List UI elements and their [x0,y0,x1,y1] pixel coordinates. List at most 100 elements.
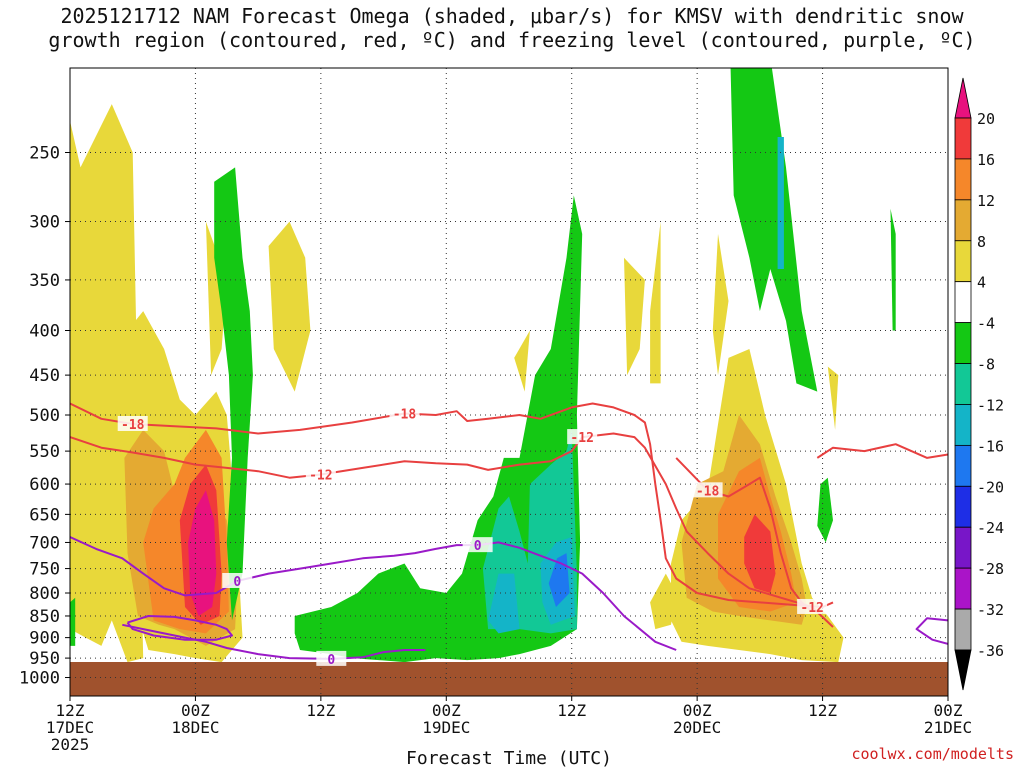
y-tick-label-300: 300 [29,213,60,233]
contour-label-bg [117,415,148,431]
contour-label-freezing-level-1: 0 [474,539,482,554]
omega-region-7 [712,234,729,376]
colorbar-bin-10 [954,485,972,528]
x-tick-label-84-1: 21DEC [924,718,972,737]
y-tick-label-400: 400 [29,322,60,342]
y-tick-label-750: 750 [29,560,60,580]
omega-region-20 [730,68,818,392]
colorbar-bin-6 [954,322,972,364]
omega-region-2 [268,221,311,392]
colorbar-bin-bottom [954,649,972,691]
omega-region-3 [205,221,227,376]
contour-label-bg [305,466,336,482]
plot-frame [69,67,949,697]
x-tick-label-12-1: 18DEC [171,718,219,737]
colorbar-label-10: -24 [977,519,1004,537]
y-tick-label-350: 350 [29,271,60,291]
y-tick-label-850: 850 [29,607,60,627]
omega-region-22 [890,208,896,331]
colorbar-bin-11 [954,526,972,569]
omega-region-8 [650,573,677,630]
colorbar-label-1: 16 [977,151,995,169]
colorbar-bin-9 [954,444,972,487]
colorbar-label-13: -36 [977,642,1004,660]
colorbar-bin-4 [954,240,972,283]
contour-label-dgz-minus-18-b-0: -18 [696,484,720,499]
contour-label-bg [316,650,347,666]
omega-region-0 [70,104,144,663]
omega-region-28 [548,553,570,607]
contour-label-dgz-minus-12-1: -12 [570,431,593,446]
contour-dgz-minus-18 [70,402,834,608]
y-tick-label-700: 700 [29,533,60,553]
colorbar-label-9: -20 [977,478,1004,496]
colorbar-label-11: -28 [977,560,1004,578]
contour-freezing-level-lower [122,623,426,660]
colorbar-label-3: 8 [977,233,986,251]
x-tick-label-0-2: 2025 [51,735,90,754]
y-tick-label-500: 500 [29,406,60,426]
contour-label-bg [222,572,253,588]
colorbar-label-6: -8 [977,356,995,374]
omega-region-25 [488,573,520,634]
x-tick-label-36-1: 19DEC [422,718,470,737]
colorbar-label-5: -4 [977,315,995,333]
x-axis-title: Forecast Time (UTC) [406,748,612,768]
omega-region-23 [70,597,76,646]
contour-label-bg [389,405,420,421]
chart-title: 2025121712 NAM Forecast Omega (shaded, μ… [0,4,1024,52]
y-tick-label-950: 950 [29,649,60,669]
omega-region-17 [188,490,217,616]
ground-surface [70,662,948,696]
colorbar-bin-1 [954,117,972,160]
x-tick-label-60-0: 00Z [683,701,712,720]
pressure-axis: 2503003504004505005506006507007508008509… [19,144,70,689]
colorbar-bin-3 [954,199,972,242]
x-tick-label-0-0: 12Z [56,701,85,720]
colorbar-label-0: 20 [977,110,995,128]
chart-title-line-1: 2025121712 NAM Forecast Omega (shaded, μ… [60,4,964,28]
x-tick-label-12-0: 00Z [181,701,210,720]
y-tick-label-450: 450 [29,366,60,386]
omega-region-4 [514,330,530,392]
contour-dgz-minus-12-b [816,443,948,459]
omega-colorbar: 20 16 12 8 4 -4 -8 -12 -16 -20 -24 -28 -32 -36 [954,77,1004,691]
colorbar-bin-7 [954,363,972,405]
contour-label-dgz-minus-18-0: -18 [121,418,145,433]
contour-label-dgz-minus-12-0: -12 [309,468,332,483]
omega-region-5 [624,257,645,376]
omega-region-6 [650,221,661,384]
contour-label-bg [567,429,598,445]
y-tick-label-1000: 1000 [19,669,60,689]
colorbar-label-12: -32 [977,601,1004,619]
omega-region-27 [777,137,784,269]
y-tick-label-550: 550 [29,442,60,462]
x-tick-label-36-0: 00Z [432,701,461,720]
colorbar-label-4: 4 [977,274,986,292]
contour-freezing-level-right [915,617,948,645]
omega-region-16 [744,514,776,593]
contour-label-freezing-level-0: 0 [233,575,241,590]
contour-label-bg [797,598,828,614]
y-tick-label-600: 600 [29,475,60,495]
x-tick-label-24-0: 12Z [306,701,335,720]
contour-dgz-minus-12 [70,432,834,628]
x-tick-label-72-0: 12Z [808,701,837,720]
contour-label-freezing-level-lower-0: 0 [327,653,335,668]
x-tick-label-60-1: 20DEC [673,718,721,737]
contour-freezing-level [70,536,677,651]
y-tick-label-650: 650 [29,505,60,525]
colorbar-label-8: -16 [977,437,1004,455]
contour-label-dgz-minus-18-1: -18 [393,407,417,422]
colorbar-bin-12 [954,567,972,610]
colorbar-bin-top [954,77,972,119]
contour-label-bg [692,482,723,498]
omega-region-21 [817,477,833,543]
x-tick-label-48-0: 12Z [557,701,586,720]
colorbar-bin-13 [954,608,972,651]
contour-label-layer: -18 -18 -18 -12 -12 -12 0 0 0 [117,405,828,668]
contour-freezing-level-loop [126,615,233,641]
x-tick-label-0-1: 17DEC [46,718,94,737]
